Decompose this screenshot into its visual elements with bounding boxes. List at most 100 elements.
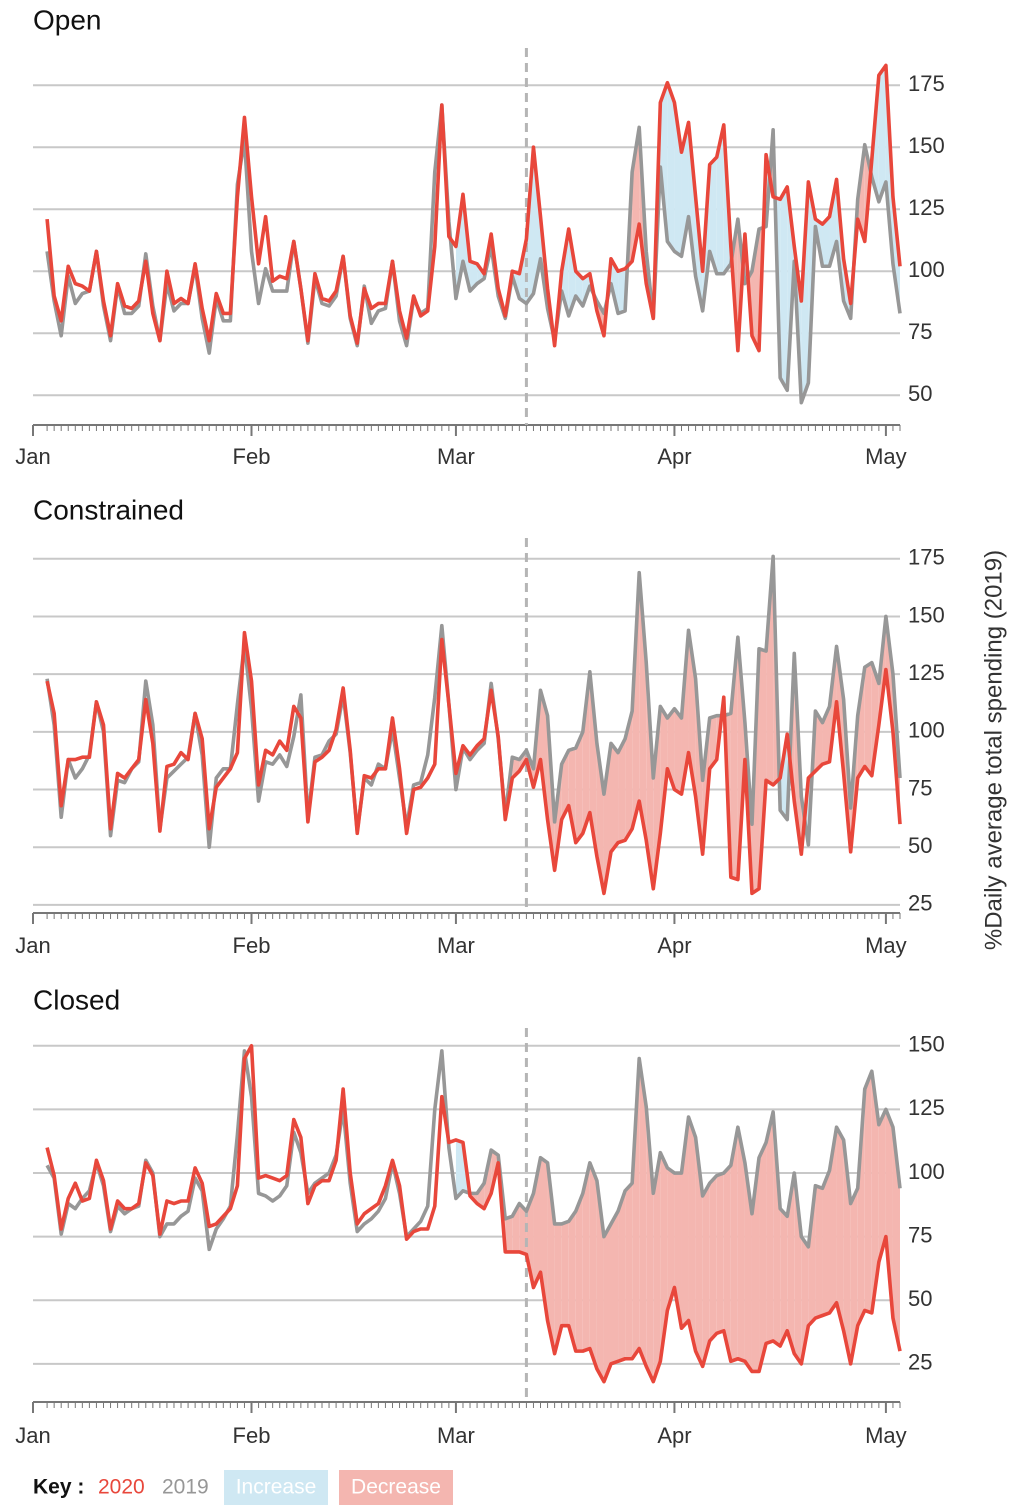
difference-area [505, 1216, 513, 1252]
difference-area [759, 1142, 767, 1372]
difference-area [625, 711, 633, 841]
chart-title: Open [33, 4, 102, 35]
difference-area [702, 1183, 710, 1367]
series-line [45, 630, 902, 896]
difference-area [787, 1173, 795, 1354]
x-tick-label: Feb [233, 444, 271, 469]
x-tick-label: May [865, 1423, 907, 1448]
difference-area [864, 662, 872, 776]
difference-area [871, 1071, 879, 1313]
x-tick-label: May [865, 933, 907, 958]
difference-area [716, 124, 724, 274]
y-tick-label: 75 [908, 1222, 932, 1247]
difference-area [878, 1109, 886, 1263]
difference-area [674, 708, 682, 795]
y-tick-label: 100 [908, 257, 945, 282]
series-line [45, 103, 902, 405]
difference-area [822, 216, 830, 267]
difference-area [540, 690, 548, 820]
difference-area [723, 1165, 731, 1362]
difference-area [568, 748, 576, 843]
legend-label: 2020 [98, 1476, 145, 1499]
difference-area [561, 1221, 569, 1326]
x-tick-label: Jan [15, 1423, 50, 1448]
difference-area [780, 1208, 788, 1347]
y-tick-label: 175 [908, 71, 945, 96]
difference-area [857, 1089, 865, 1326]
difference-area [744, 1162, 752, 1372]
difference-area [871, 662, 879, 776]
x-tick-label: Mar [437, 1423, 475, 1448]
x-tick-label: Apr [657, 933, 691, 958]
difference-area [625, 1183, 633, 1359]
y-tick-label: 150 [908, 1032, 945, 1057]
x-tick-label: Feb [233, 1423, 271, 1448]
difference-area [618, 268, 626, 314]
chart-title: Constrained [33, 494, 184, 525]
difference-area [660, 82, 668, 242]
series-line [45, 1044, 902, 1384]
difference-area [688, 1117, 696, 1352]
difference-area [582, 1162, 590, 1352]
y-tick-label: 100 [908, 718, 945, 743]
difference-area [808, 1185, 816, 1326]
difference-area [653, 1152, 661, 1382]
x-tick-label: Mar [437, 444, 475, 469]
difference-area [836, 1127, 844, 1331]
difference-area [857, 667, 865, 778]
difference-area [568, 1211, 576, 1352]
difference-area [632, 1058, 640, 1359]
y-tick-label: 175 [908, 545, 945, 570]
difference-area [533, 147, 541, 294]
difference-area [575, 731, 583, 843]
y-tick-label: 50 [908, 1286, 932, 1311]
chart-title: Closed [33, 984, 120, 1015]
series-line [45, 63, 902, 353]
x-tick-label: Apr [657, 1423, 691, 1448]
y-tick-label: 50 [908, 833, 932, 858]
difference-area [709, 715, 717, 769]
difference-area [603, 1223, 611, 1382]
difference-area [575, 1193, 583, 1352]
difference-area [688, 122, 696, 277]
difference-area [759, 648, 767, 889]
difference-area [660, 1152, 668, 1362]
y-tick-label: 150 [908, 133, 945, 158]
difference-area [596, 743, 604, 894]
legend-label: Decrease [351, 1476, 441, 1499]
y-tick-label: 150 [908, 602, 945, 627]
y-tick-label: 125 [908, 660, 945, 685]
y-tick-label: 125 [908, 1095, 945, 1120]
difference-area [829, 1127, 837, 1313]
y-tick-label: 100 [908, 1159, 945, 1184]
difference-area [639, 572, 647, 841]
difference-area [639, 1058, 647, 1367]
x-tick-label: May [865, 444, 907, 469]
difference-area [878, 65, 886, 202]
x-tick-label: Apr [657, 444, 691, 469]
legend-swatch [339, 1470, 453, 1505]
difference-area [709, 1175, 717, 1341]
x-tick-label: Mar [437, 933, 475, 958]
y-tick-label: 75 [908, 319, 932, 344]
x-tick-label: Jan [15, 444, 50, 469]
difference-area [815, 1185, 823, 1319]
y-tick-label: 25 [908, 891, 932, 916]
difference-area [716, 1173, 724, 1334]
difference-area [751, 229, 760, 351]
difference-area [864, 1071, 872, 1313]
difference-area [561, 750, 569, 820]
difference-area [519, 1203, 527, 1255]
difference-area [526, 1193, 534, 1288]
difference-area [773, 1111, 781, 1347]
difference-area [709, 157, 717, 274]
legend-label: Increase [236, 1476, 317, 1499]
y-tick-label: 125 [908, 195, 945, 220]
difference-area [667, 1167, 675, 1311]
y-axis-label: %Daily average total spending (2019) [980, 550, 1007, 950]
difference-area [554, 1223, 562, 1354]
difference-area [822, 1170, 830, 1316]
series-line [45, 1049, 902, 1252]
difference-area [589, 1162, 597, 1369]
